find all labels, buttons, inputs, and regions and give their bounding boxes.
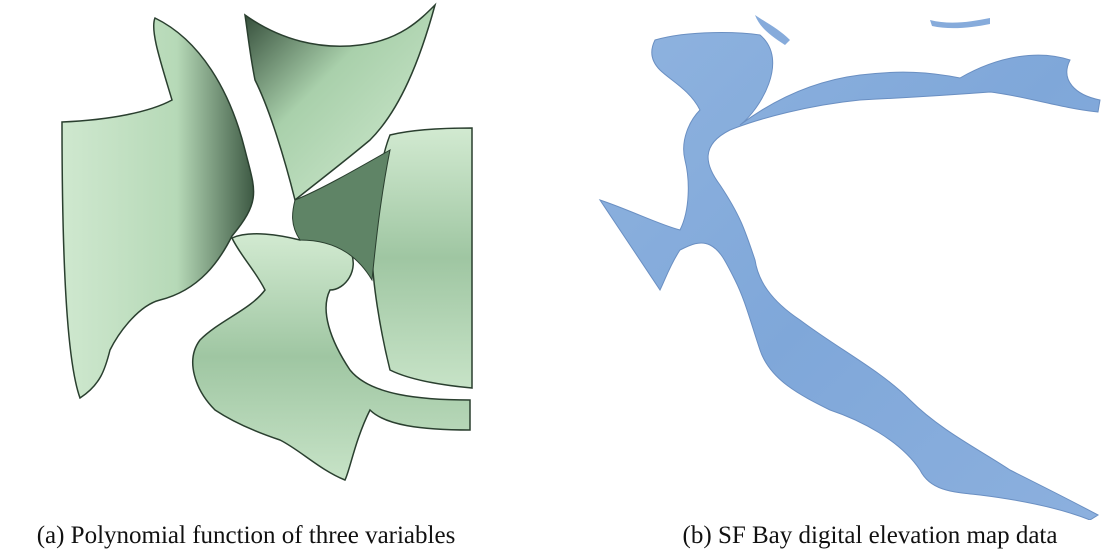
caption-a: (a) Polynomial function of three variabl… xyxy=(36,522,456,549)
polynomial-surface xyxy=(61,2,473,481)
figure-images xyxy=(61,2,1101,520)
sf-bay-map xyxy=(598,15,1101,520)
caption-b: (b) SF Bay digital elevation map data xyxy=(682,522,1058,549)
